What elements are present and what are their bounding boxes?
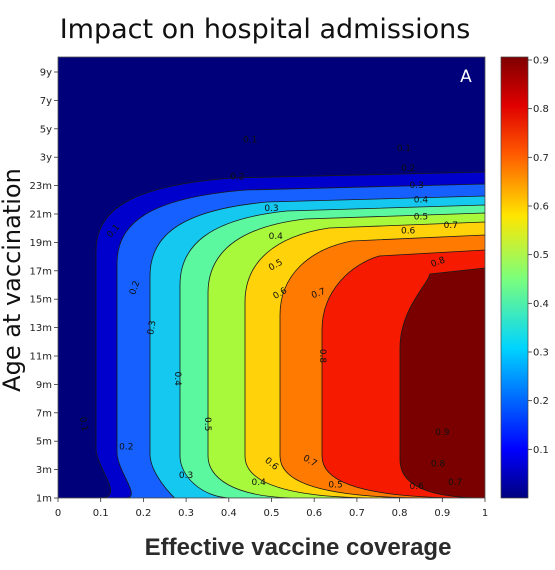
contour-label: 0.4 [172, 372, 182, 387]
y-tick-label: 5y [40, 124, 52, 135]
filled-contours [95, 171, 485, 498]
x-tick-label: 0.5 [264, 508, 280, 519]
contour-label: 0.7 [444, 221, 458, 231]
colorbar-tick-label: 0.3 [533, 348, 549, 359]
colorbar-gradient [500, 56, 529, 499]
contour-label: 0.1 [243, 136, 257, 146]
y-axis-label: Age at vaccination [0, 168, 26, 392]
contour-label: 0.4 [252, 478, 267, 488]
colorbar: 0.1 0.2 0.3 0.4 0.5 0.6 0.7 0.8 0.9 [500, 56, 549, 499]
contour-label: 0.5 [202, 417, 212, 431]
y-tick-label: 19m [30, 238, 52, 249]
y-tick-label: 17m [30, 266, 52, 277]
panel-label: A [460, 67, 472, 87]
y-tick-label: 13m [30, 323, 52, 334]
contour-label: 0.7 [310, 287, 327, 301]
y-tick-label: 23m [30, 181, 52, 192]
contour-label: 0.4 [414, 195, 429, 205]
x-tick-label: 0.3 [178, 508, 194, 519]
colorbar-tick-label: 0.9 [533, 56, 549, 67]
y-tick-label: 3m [36, 465, 52, 476]
y-tick-label: 11m [30, 352, 52, 363]
y-tick-label: 7m [36, 408, 52, 419]
x-tick-label: 0.2 [135, 508, 151, 519]
colorbar-tick-label: 0.2 [533, 396, 549, 407]
contour-label: 0.8 [431, 459, 446, 469]
plot-area: 0.10.10.10.10.20.20.20.20.30.30.30.30.40… [58, 57, 485, 498]
colorbar-tick-label: 0.5 [533, 250, 549, 261]
x-tick-label: 0.6 [306, 508, 322, 519]
x-tick-label: 0.9 [434, 508, 450, 519]
contour-label: 0.3 [264, 204, 278, 214]
y-tick-label: 3y [40, 153, 52, 164]
colorbar-tick-label: 0.4 [533, 299, 549, 310]
contour-label: 0.6 [410, 482, 425, 492]
contour-label: 0.1 [397, 144, 411, 154]
x-axis-label: Effective vaccine coverage [145, 534, 452, 561]
y-tick-label: 21m [30, 210, 52, 221]
contour-region-0_9 [399, 267, 485, 498]
contour-label: 0.5 [414, 212, 428, 222]
colorbar-tick-label: 0.8 [533, 104, 549, 115]
contour-label: 0.3 [179, 471, 193, 481]
x-axis: 0 0.1 0.2 0.3 0.4 0.5 0.6 0.7 0.8 0.9 1 [55, 498, 488, 519]
colorbar-tick-label: 0.6 [533, 202, 549, 213]
contour-label: 0.5 [328, 481, 342, 491]
colorbar-tick-label: 0.1 [533, 445, 549, 456]
x-tick-label: 0.1 [93, 508, 109, 519]
y-tick-label: 9m [36, 380, 52, 391]
x-tick-label: 0.7 [349, 508, 365, 519]
y-tick-label: 7y [40, 96, 52, 107]
contour-label: 0.4 [269, 232, 284, 242]
contour-label: 0.8 [430, 256, 447, 270]
y-axis: 1m 3m 5m 7m 9m 11m 13m 15m 17m 19m 21m 23m 3y 5y 7y 9y [30, 68, 58, 505]
y-tick-label: 5m [36, 437, 52, 448]
y-tick-label: 9y [40, 68, 52, 79]
colorbar-ticks: 0.1 0.2 0.3 0.4 0.5 0.6 0.7 0.8 0.9 [528, 56, 549, 456]
x-tick-label: 0.8 [392, 508, 408, 519]
contour-label: 0.2 [401, 164, 415, 174]
contour-label: 0.3 [146, 320, 158, 336]
contour-label: 0.3 [410, 181, 424, 191]
contour-label: 0.9 [435, 428, 450, 438]
contour-label: 0.2 [230, 173, 244, 183]
x-tick-label: 0 [55, 508, 61, 519]
x-tick-label: 1 [482, 508, 488, 519]
y-tick-label: 1m [36, 494, 52, 505]
contour-label: 0.1 [77, 416, 89, 432]
contour-label: 0.7 [448, 478, 462, 488]
y-tick-label: 15m [30, 295, 52, 306]
contour-label: 0.2 [119, 442, 133, 452]
contour-label: 0.8 [317, 349, 327, 364]
contour-label: 0.6 [401, 227, 416, 237]
x-tick-label: 0.4 [221, 508, 237, 519]
colorbar-tick-label: 0.7 [533, 153, 549, 164]
chart-title: Impact on hospital admissions [60, 14, 471, 45]
contour-label: 0.2 [128, 280, 142, 297]
